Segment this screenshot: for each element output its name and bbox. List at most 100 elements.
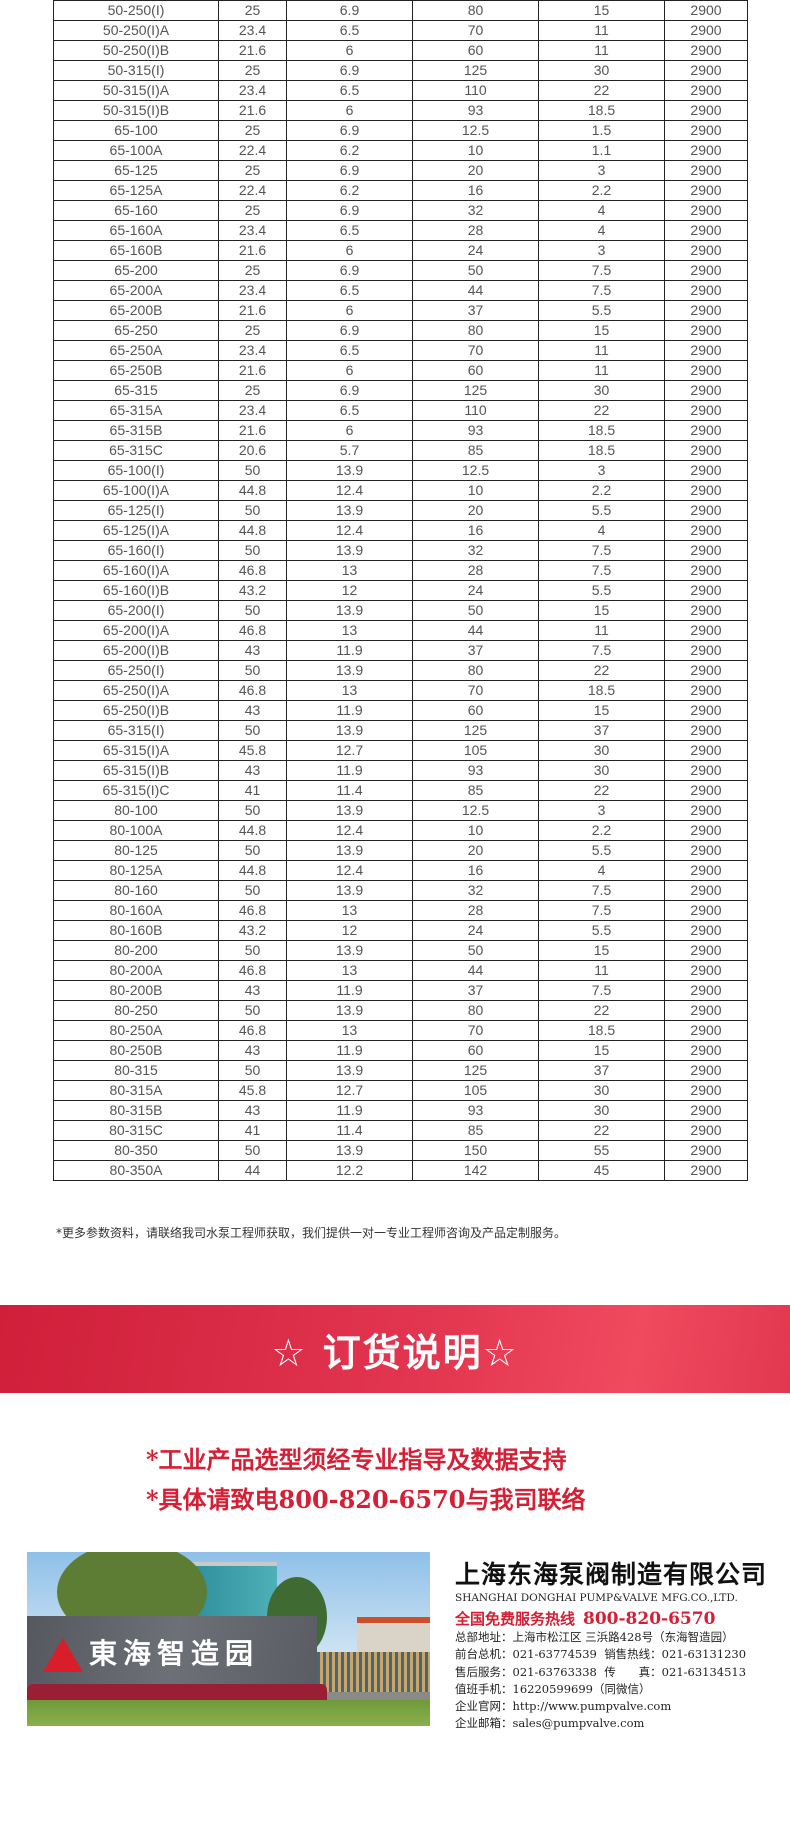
table-row: 80-160 50 13.9 32 7.5 2900 <box>53 880 748 901</box>
value-cell: 13.9 <box>286 840 413 861</box>
table-row: 50-315(I)A 23.4 6.5 110 22 2900 <box>53 80 748 101</box>
value-cell: 12.5 <box>412 120 539 141</box>
value-cell: 37 <box>412 640 539 661</box>
table-row: 65-315(I)C 41 11.4 85 22 2900 <box>53 780 748 801</box>
model-cell: 65-315(I)B <box>53 760 219 781</box>
more-info-note: *更多参数资料，请联络我司水泵工程师获取，我们提供一对一专业工程师咨询及产品定制… <box>56 1226 567 1240</box>
model-cell: 65-315A <box>53 400 219 421</box>
model-cell: 50-315(I) <box>53 60 219 81</box>
table-row: 80-200A 46.8 13 44 11 2900 <box>53 960 748 981</box>
value-cell: 12.2 <box>286 1160 413 1181</box>
value-cell: 37 <box>412 980 539 1001</box>
value-cell: 5.7 <box>286 440 413 461</box>
value-cell: 11.9 <box>286 1100 413 1121</box>
value-cell: 12.7 <box>286 740 413 761</box>
value-cell: 43 <box>218 1100 287 1121</box>
model-cell: 65-160(I)A <box>53 560 219 581</box>
after-sales: 售后服务：021-63763338 <box>455 1664 597 1679</box>
model-cell: 65-160(I)B <box>53 580 219 601</box>
value-cell: 2900 <box>664 820 748 841</box>
value-cell: 28 <box>412 220 539 241</box>
table-row: 65-125A 22.4 6.2 16 2.2 2900 <box>53 180 748 201</box>
donghai-logo-icon <box>43 1638 83 1672</box>
value-cell: 22 <box>538 780 665 801</box>
value-cell: 2900 <box>664 1020 748 1041</box>
value-cell: 21.6 <box>218 100 287 121</box>
value-cell: 50 <box>218 600 287 621</box>
value-cell: 5.5 <box>538 840 665 861</box>
table-row: 65-160 25 6.9 32 4 2900 <box>53 200 748 221</box>
value-cell: 7.5 <box>538 640 665 661</box>
table-row: 65-200B 21.6 6 37 5.5 2900 <box>53 300 748 321</box>
value-cell: 6.5 <box>286 400 413 421</box>
value-cell: 30 <box>538 740 665 761</box>
value-cell: 12 <box>286 580 413 601</box>
value-cell: 85 <box>412 1120 539 1141</box>
model-cell: 80-100 <box>53 800 219 821</box>
value-cell: 7.5 <box>538 980 665 1001</box>
value-cell: 24 <box>412 920 539 941</box>
value-cell: 18.5 <box>538 1020 665 1041</box>
email[interactable]: 企业邮箱：sales@pumpvalve.com <box>455 1716 645 1731</box>
value-cell: 5.5 <box>538 300 665 321</box>
value-cell: 23.4 <box>218 220 287 241</box>
value-cell: 41 <box>218 780 287 801</box>
value-cell: 46.8 <box>218 680 287 701</box>
value-cell: 10 <box>412 140 539 161</box>
value-cell: 11 <box>538 40 665 61</box>
value-cell: 25 <box>218 160 287 181</box>
value-cell: 2900 <box>664 960 748 981</box>
value-cell: 30 <box>538 1100 665 1121</box>
value-cell: 11.9 <box>286 640 413 661</box>
value-cell: 18.5 <box>538 420 665 441</box>
value-cell: 44 <box>218 1160 287 1181</box>
model-cell: 80-200A <box>53 960 219 981</box>
model-cell: 50-250(I)B <box>53 40 219 61</box>
table-row: 80-160A 46.8 13 28 7.5 2900 <box>53 900 748 921</box>
value-cell: 2900 <box>664 280 748 301</box>
table-row: 65-250(I)B 43 11.9 60 15 2900 <box>53 700 748 721</box>
value-cell: 2900 <box>664 640 748 661</box>
value-cell: 6.2 <box>286 140 413 161</box>
value-cell: 43 <box>218 1040 287 1061</box>
website[interactable]: 企业官网：http://www.pumpvalve.com <box>455 1699 672 1714</box>
value-cell: 43.2 <box>218 920 287 941</box>
value-cell: 23.4 <box>218 280 287 301</box>
value-cell: 2900 <box>664 840 748 861</box>
value-cell: 50 <box>218 940 287 961</box>
value-cell: 30 <box>538 760 665 781</box>
value-cell: 24 <box>412 580 539 601</box>
value-cell: 16 <box>412 180 539 201</box>
value-cell: 2900 <box>664 380 748 401</box>
table-row: 65-160(I) 50 13.9 32 7.5 2900 <box>53 540 748 561</box>
value-cell: 2900 <box>664 460 748 481</box>
value-cell: 13.9 <box>286 540 413 561</box>
value-cell: 2900 <box>664 920 748 941</box>
value-cell: 6.9 <box>286 380 413 401</box>
model-cell: 65-125(I)A <box>53 520 219 541</box>
value-cell: 20 <box>412 500 539 521</box>
value-cell: 110 <box>412 400 539 421</box>
value-cell: 15 <box>538 0 665 21</box>
value-cell: 4 <box>538 220 665 241</box>
value-cell: 105 <box>412 740 539 761</box>
value-cell: 37 <box>538 1060 665 1081</box>
model-cell: 80-250 <box>53 1000 219 1021</box>
value-cell: 2900 <box>664 440 748 461</box>
value-cell: 70 <box>412 340 539 361</box>
value-cell: 4 <box>538 520 665 541</box>
model-cell: 65-125(I) <box>53 500 219 521</box>
value-cell: 13.9 <box>286 500 413 521</box>
model-cell: 65-100 <box>53 120 219 141</box>
value-cell: 50 <box>218 1060 287 1081</box>
table-row: 65-160(I)B 43.2 12 24 5.5 2900 <box>53 580 748 601</box>
value-cell: 13.9 <box>286 1140 413 1161</box>
value-cell: 2900 <box>664 720 748 741</box>
hedge <box>27 1684 327 1702</box>
value-cell: 2.2 <box>538 480 665 501</box>
value-cell: 11 <box>538 340 665 361</box>
table-row: 65-250A 23.4 6.5 70 11 2900 <box>53 340 748 361</box>
model-cell: 65-315(I)A <box>53 740 219 761</box>
value-cell: 50 <box>218 1140 287 1161</box>
value-cell: 7.5 <box>538 880 665 901</box>
